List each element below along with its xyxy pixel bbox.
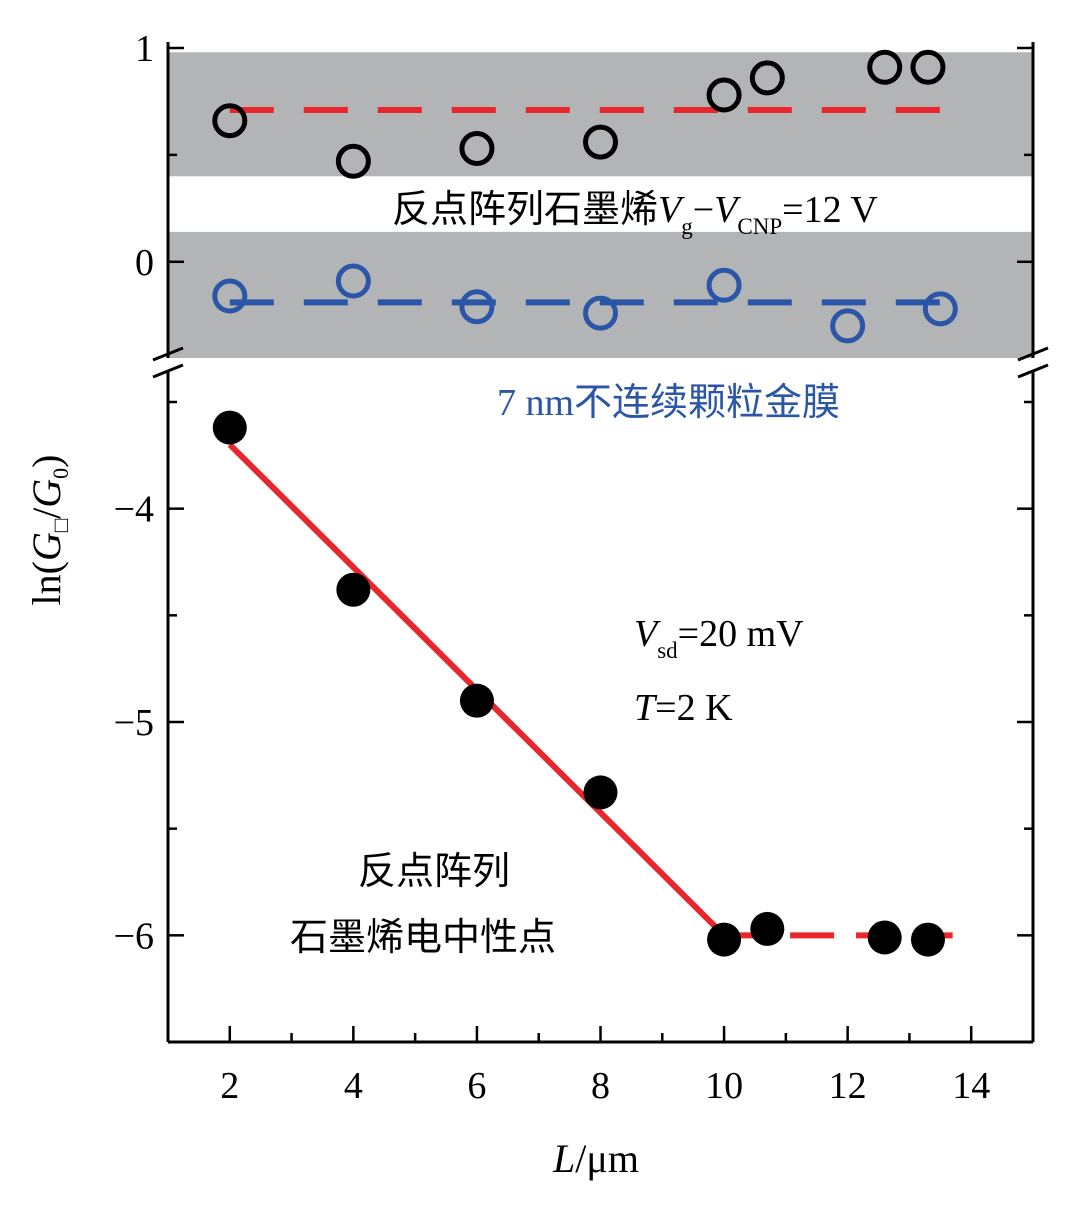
data-point	[867, 920, 902, 955]
data-point	[583, 775, 618, 810]
data-point	[867, 49, 903, 85]
data-point	[459, 289, 495, 325]
y-axis-label: ln(G□/G0)	[24, 455, 73, 606]
axis-break-top-1	[1017, 346, 1049, 362]
x-tick-label: 14	[952, 1065, 990, 1107]
data-point	[706, 77, 742, 113]
x-tick-label: 8	[591, 1065, 610, 1107]
data-point	[749, 60, 785, 96]
data-point	[707, 922, 742, 957]
y-tick-label: 0	[135, 242, 154, 284]
data-point	[583, 295, 618, 331]
data-point	[910, 49, 946, 85]
data-point	[830, 308, 866, 344]
data-point	[910, 922, 945, 957]
temperature-label: T=2 K	[634, 687, 733, 729]
gold-film-label: 7 nm不连续颗粒金膜	[497, 382, 840, 424]
vsd-label: Vsd=20 mV	[634, 613, 804, 663]
axis-break-bottom-0	[152, 363, 184, 379]
x-tick-label: 12	[829, 1065, 867, 1107]
shaded-band-1	[168, 231, 1033, 358]
data-point	[750, 911, 785, 946]
shaded-bands	[168, 52, 1033, 358]
x-tick-label: 4	[344, 1065, 363, 1107]
plot-frame	[152, 42, 1049, 1044]
y-tick-label: −5	[114, 702, 154, 744]
data-point	[459, 683, 494, 718]
axis-break-bottom-1	[1017, 363, 1049, 379]
data-point	[706, 267, 742, 303]
cnp-label-line2: 石墨烯电中性点	[290, 917, 556, 959]
y-tick-label: −6	[114, 915, 154, 957]
x-tick-label: 6	[467, 1065, 486, 1107]
data-point	[212, 278, 248, 314]
graphene-gate-label: 反点阵列石墨烯Vg−VCNP=12 V	[392, 189, 878, 239]
axis-ticks	[166, 46, 1035, 1044]
data-point	[212, 410, 247, 445]
axis-break-top-0	[152, 346, 184, 362]
data-point	[335, 263, 371, 299]
data-point	[212, 103, 248, 139]
data-points	[212, 49, 958, 957]
x-tick-label: 2	[220, 1065, 239, 1107]
x-axis-label: L/μm	[552, 1136, 639, 1181]
data-point	[459, 130, 495, 166]
data-point	[922, 291, 958, 327]
y-tick-label: −4	[114, 489, 154, 531]
cnp-label-line1: 反点阵列	[358, 851, 510, 893]
data-point	[583, 124, 618, 160]
data-point	[336, 572, 371, 607]
y-tick-label: 1	[135, 28, 154, 70]
data-point	[335, 143, 371, 179]
x-tick-label: 10	[705, 1065, 743, 1107]
